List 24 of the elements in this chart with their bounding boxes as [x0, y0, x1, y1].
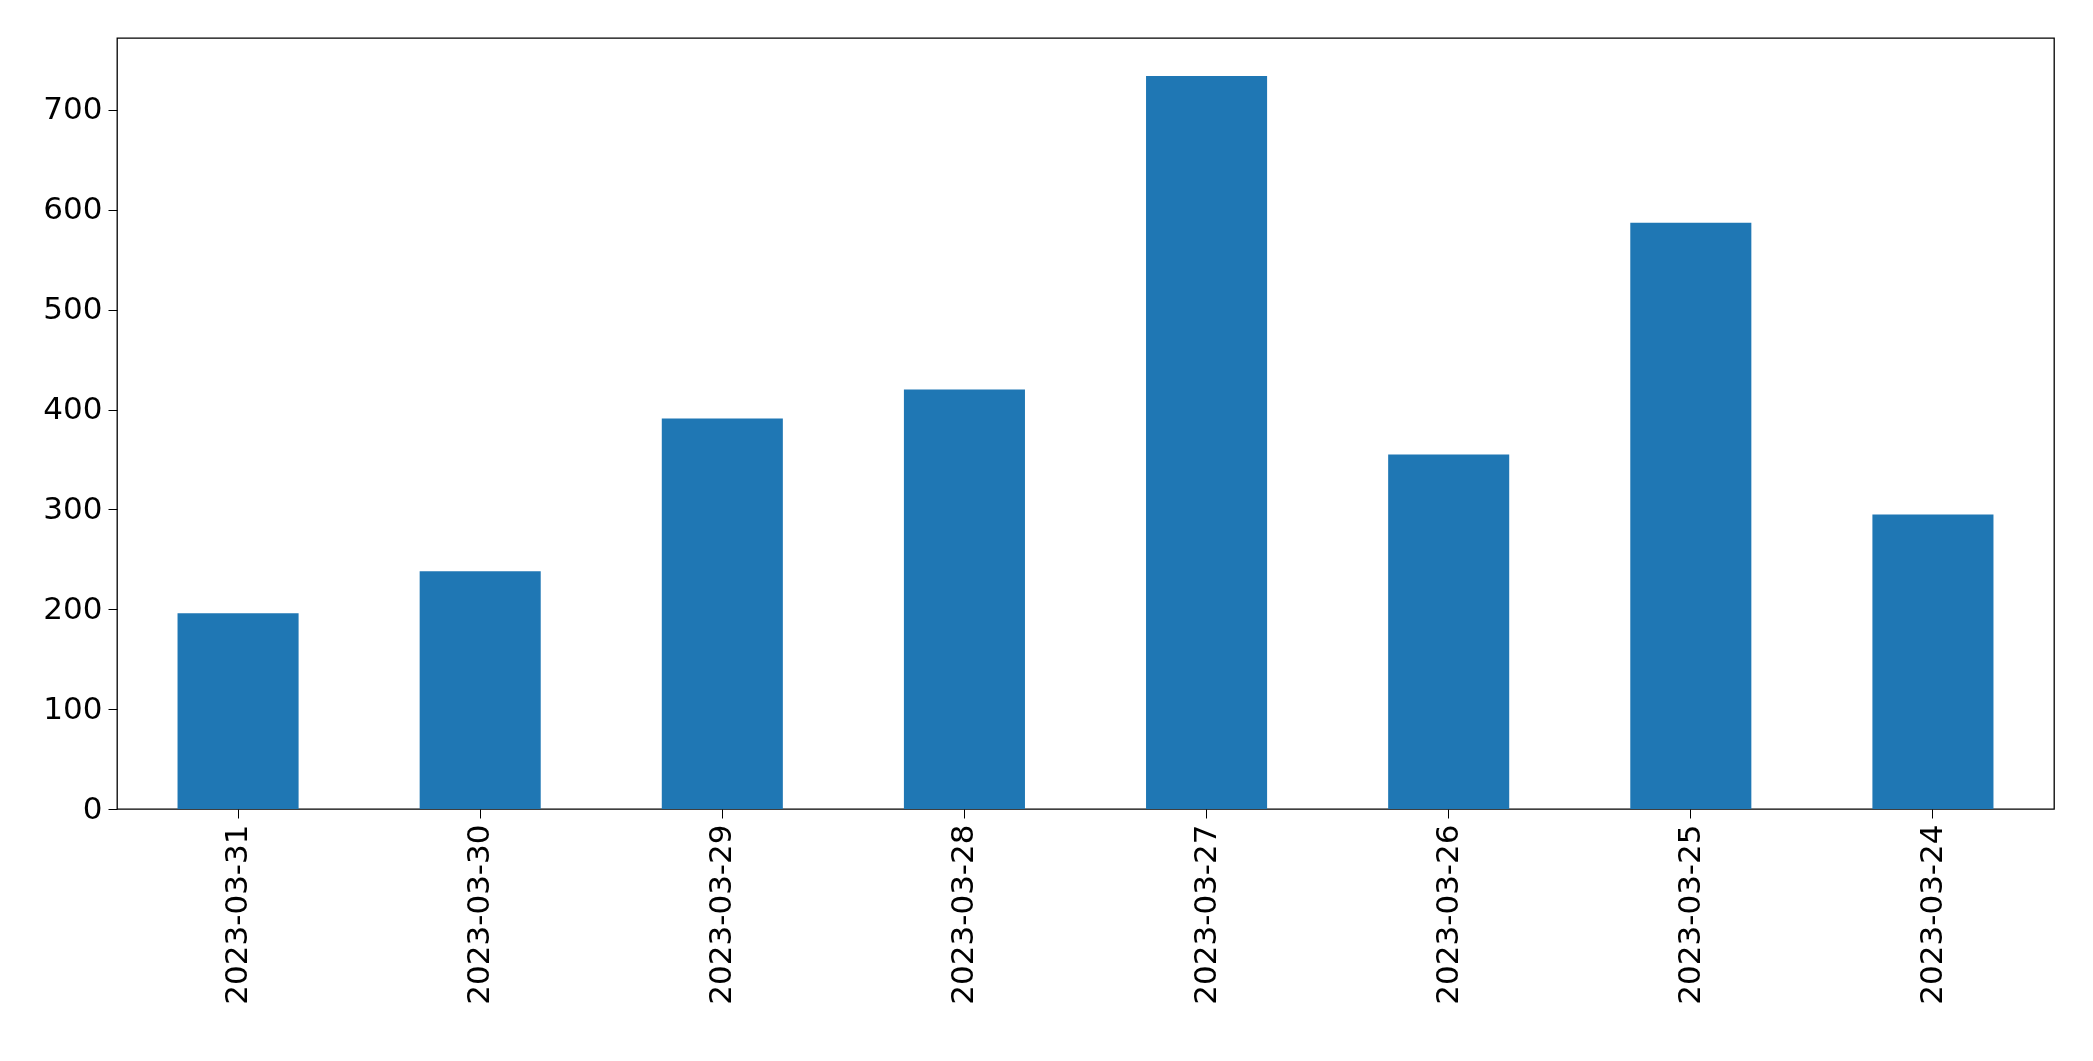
y-tick-label: 700 — [43, 90, 103, 127]
y-tick-label: 200 — [43, 589, 103, 626]
y-tick-label: 300 — [43, 489, 103, 526]
bar — [177, 613, 299, 809]
bar — [1146, 75, 1268, 809]
x-tick-label: 2023-03-30 — [460, 824, 497, 1005]
bar — [1630, 222, 1752, 809]
y-tick-label: 100 — [43, 689, 103, 726]
bar — [1388, 454, 1510, 809]
y-tick-label: 500 — [43, 290, 103, 327]
x-tick-label: 2023-03-25 — [1670, 824, 1707, 1005]
bar — [661, 418, 783, 809]
y-tick-label: 400 — [43, 390, 103, 427]
y-tick-label: 0 — [82, 789, 103, 826]
x-tick-label: 2023-03-28 — [944, 824, 981, 1005]
bar — [903, 389, 1025, 809]
x-tick-label: 2023-03-29 — [702, 824, 739, 1005]
x-tick-label: 2023-03-24 — [1912, 824, 1949, 1005]
bar — [1872, 514, 1994, 809]
x-tick-label: 2023-03-31 — [218, 824, 255, 1005]
bar — [419, 571, 541, 809]
x-tick-label: 2023-03-26 — [1428, 824, 1465, 1005]
y-tick-label: 600 — [43, 190, 103, 227]
x-tick-label: 2023-03-27 — [1186, 824, 1223, 1005]
